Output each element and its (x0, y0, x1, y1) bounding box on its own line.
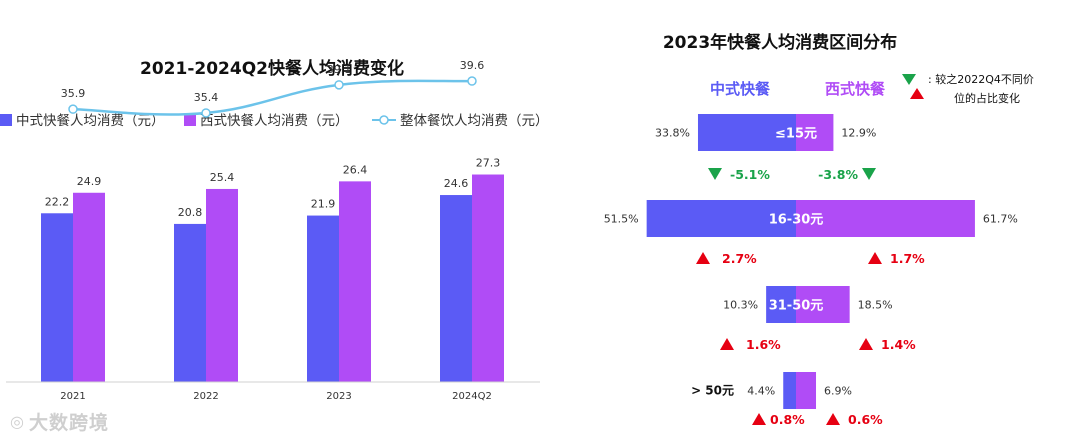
bar-chinese-3 (783, 372, 796, 409)
legend-label-0: 中式快餐人均消费（元） (16, 113, 165, 129)
column-header-chinese: 中式快餐 (710, 80, 771, 98)
pct-label-western-0: 12.9% (841, 127, 876, 140)
category-label-1: 16-30元 (769, 213, 824, 228)
bar-value-label-1-3: 27.3 (476, 157, 501, 170)
overall-consumption-line (72, 79, 473, 116)
bar-western-3 (796, 372, 817, 409)
x-tick-label-2: 2023 (326, 391, 351, 402)
legend-label-1: 西式快餐人均消费（元） (200, 113, 349, 129)
pct-label-western-2: 18.5% (858, 299, 893, 312)
line-point-3 (467, 76, 477, 86)
bar-0-2023 (307, 215, 339, 382)
change-label-chinese-2: 1.6% (746, 337, 781, 352)
change-label-western-0: -3.8% (818, 167, 858, 182)
bar-chinese-2 (766, 286, 796, 323)
watermark-text: 大数跨境 (28, 412, 109, 434)
bar-value-label-0-1: 20.8 (178, 206, 203, 219)
change-triangle-chinese-2 (720, 338, 734, 350)
x-tick-label-0: 2021 (60, 391, 85, 402)
line-point-1 (201, 108, 211, 118)
bar-value-label-0-3: 24.6 (444, 177, 469, 190)
change-triangle-western-1 (868, 252, 882, 264)
pct-label-chinese-2: 10.3% (723, 299, 758, 312)
category-label-3: > 50元 (691, 384, 734, 398)
legend-swatch-0 (0, 114, 12, 126)
pct-label-western-1: 61.7% (983, 213, 1018, 226)
bar-western-0 (796, 114, 834, 151)
change-label-chinese-1: 2.7% (722, 251, 757, 266)
change-label-western-3: 0.6% (848, 412, 883, 427)
legend-down-triangle-icon (902, 74, 916, 85)
line-point-2 (334, 80, 344, 90)
bar-value-label-0-0: 22.2 (45, 195, 70, 208)
chart-title: 2021-2024Q2快餐人均消费变化 (140, 58, 404, 79)
category-label-2: 31-50元 (769, 299, 824, 314)
line-value-label-3: 39.6 (460, 59, 485, 72)
change-label-chinese-3: 0.8% (770, 412, 805, 427)
category-label-0: ≤15元 (775, 127, 817, 142)
legend-marker-2 (379, 115, 389, 125)
change-triangle-western-2 (859, 338, 873, 350)
change-triangle-chinese-0 (708, 168, 722, 180)
bar-1-2021 (73, 192, 105, 382)
legend-up-triangle-icon (910, 88, 924, 99)
bar-1-2022 (206, 188, 238, 382)
bar-value-label-1-0: 24.9 (77, 175, 102, 188)
pct-label-chinese-1: 51.5% (604, 213, 639, 226)
bar-western-2 (796, 286, 850, 323)
change-label-chinese-0: -5.1% (730, 167, 770, 182)
line-value-label-1: 35.4 (194, 91, 219, 104)
bar-value-label-0-2: 21.9 (311, 198, 336, 211)
change-label-western-1: 1.7% (890, 251, 925, 266)
bar-1-2023 (339, 181, 371, 382)
column-header-western: 西式快餐 (825, 80, 886, 98)
bar-1-2024Q2 (472, 174, 504, 382)
bar-0-2022 (174, 223, 206, 382)
line-point-0 (68, 104, 78, 114)
bar-chinese-1 (646, 200, 796, 237)
x-tick-label-1: 2022 (193, 391, 218, 402)
watermark: ◎ 大数跨境 (10, 408, 109, 435)
change-triangle-western-3 (826, 413, 840, 425)
x-tick-label-3: 2024Q2 (452, 391, 492, 402)
bar-value-label-1-1: 25.4 (210, 171, 235, 184)
watermark-logo-icon: ◎ (10, 412, 25, 431)
bar-value-label-1-2: 26.4 (343, 163, 368, 176)
change-triangle-chinese-1 (696, 252, 710, 264)
bar-chinese-0 (697, 114, 796, 151)
legend-note-line-1: : 较之2022Q4不同价 (928, 72, 1034, 86)
legend-label-2: 整体餐饮人均消费（元） (400, 113, 549, 129)
bar-western-1 (796, 200, 975, 237)
chart-title: 2023年快餐人均消费区间分布 (663, 32, 897, 53)
pct-label-chinese-3: 4.4% (747, 385, 775, 398)
change-triangle-chinese-3 (752, 413, 766, 425)
pct-label-western-3: 6.9% (824, 385, 852, 398)
change-triangle-western-0 (862, 168, 876, 180)
legend-note-line-2: 位的占比变化 (954, 91, 1020, 105)
legend-swatch-1 (184, 114, 196, 126)
line-value-label-0: 35.9 (61, 87, 86, 100)
bar-0-2021 (41, 213, 73, 382)
change-label-western-2: 1.4% (881, 337, 916, 352)
pct-label-chinese-0: 33.8% (655, 127, 690, 140)
bar-0-2024Q2 (440, 195, 472, 382)
line-value-label-2: 39.1 (327, 63, 352, 76)
